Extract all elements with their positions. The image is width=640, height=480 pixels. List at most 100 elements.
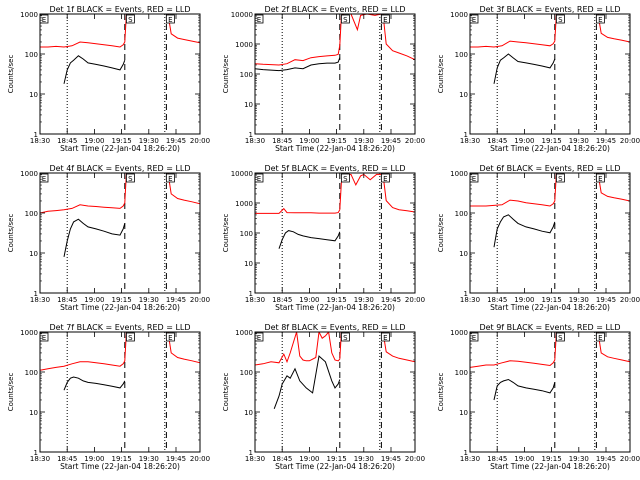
plot-frame: [469, 13, 631, 135]
x-tick-label: 18:30: [30, 455, 50, 463]
marker-box: [596, 14, 605, 24]
x-tick-label: 19:30: [569, 137, 589, 145]
x-tick-label: 20:00: [405, 137, 425, 145]
marker-label: E: [472, 16, 476, 24]
x-tick-label: 20:00: [620, 296, 640, 304]
x-tick-label: 20:00: [190, 137, 210, 145]
y-tick-label: 10: [244, 409, 253, 417]
chart-title: Det 7f BLACK = Events, RED = LLD: [49, 323, 190, 332]
x-tick-label: 19:30: [139, 296, 159, 304]
y-tick-label: 100: [240, 230, 253, 238]
y-tick-label: 1000: [235, 41, 253, 49]
y-tick-label: 100: [240, 369, 253, 377]
chart-title: Det 2f BLACK = Events, RED = LLD: [264, 5, 405, 14]
events-series-line: [63, 55, 126, 84]
marker-box: [340, 173, 350, 183]
lld-series-line: [255, 173, 415, 214]
x-tick-label: 18:45: [272, 455, 292, 463]
y-tick-label: 1: [464, 290, 468, 298]
marker-box: [165, 173, 175, 183]
marker-label: E: [257, 334, 261, 342]
marker-label: E: [383, 334, 387, 342]
marker-box: [596, 173, 605, 183]
x-axis-label: Start Time (22-Jan-04 18:26:20): [60, 462, 180, 471]
marker-label: S: [128, 16, 133, 24]
plot-frame: [39, 172, 201, 294]
lld-series-line: [40, 14, 200, 48]
plot-frame: [469, 331, 631, 453]
y-tick-label: 1: [464, 131, 468, 139]
y-tick-label: 100: [455, 51, 468, 59]
x-axis-label: Start Time (22-Jan-04 18:26:20): [490, 144, 610, 153]
marker-box: [556, 14, 565, 24]
plot-frame: [469, 172, 631, 294]
y-tick-label: 1: [249, 449, 253, 457]
lld-series-line: [470, 332, 630, 368]
y-axis-label: Counts/sec: [7, 373, 15, 412]
marker-label: E: [383, 175, 387, 183]
x-tick-label: 19:00: [299, 137, 319, 145]
x-tick-label: 18:45: [57, 296, 77, 304]
marker-box: [556, 332, 565, 342]
x-tick-label: 19:15: [112, 455, 132, 463]
x-axis-label: Start Time (22-Jan-04 18:26:20): [60, 144, 180, 153]
x-tick-label: 19:15: [112, 296, 132, 304]
marker-box: [596, 332, 605, 342]
events-series-line: [493, 53, 556, 84]
y-tick-label: 10: [29, 409, 38, 417]
x-tick-label: 18:30: [245, 137, 265, 145]
y-tick-label: 10000: [231, 11, 253, 19]
x-tick-label: 19:00: [299, 296, 319, 304]
x-axis-label: Start Time (22-Jan-04 18:26:20): [275, 303, 395, 312]
x-tick-label: 19:45: [166, 137, 186, 145]
y-tick-label: 10: [459, 250, 468, 258]
marker-label: E: [598, 334, 602, 342]
x-tick-label: 19:30: [354, 137, 374, 145]
lld-series-line: [255, 14, 415, 66]
marker-box: [126, 173, 135, 183]
x-tick-label: 19:00: [84, 296, 104, 304]
marker-label: E: [42, 175, 46, 183]
x-tick-label: 19:00: [514, 137, 534, 145]
x-tick-label: 18:30: [245, 455, 265, 463]
y-tick-label: 1000: [450, 329, 468, 337]
marker-box: [126, 332, 135, 342]
events-series-line: [493, 378, 556, 401]
marker-box: [380, 332, 390, 342]
x-tick-label: 19:30: [139, 137, 159, 145]
y-tick-label: 10: [29, 91, 38, 99]
marker-box: [126, 14, 135, 24]
events-series-line: [278, 230, 341, 249]
y-tick-label: 1: [34, 290, 38, 298]
y-axis-label: Counts/sec: [222, 373, 230, 412]
events-series-line: [63, 218, 126, 257]
events-series-line: [255, 57, 341, 72]
marker-box: [340, 14, 350, 24]
y-tick-label: 10000: [231, 170, 253, 178]
x-tick-label: 20:00: [190, 296, 210, 304]
events-series-line: [273, 355, 341, 409]
marker-label: E: [598, 175, 602, 183]
y-tick-label: 1000: [20, 11, 38, 19]
x-tick-label: 18:30: [30, 296, 50, 304]
y-axis-label: Counts/sec: [437, 373, 445, 412]
y-tick-label: 10: [244, 101, 253, 109]
x-tick-label: 18:30: [460, 296, 480, 304]
x-tick-label: 19:15: [542, 455, 562, 463]
y-tick-label: 1: [34, 449, 38, 457]
x-tick-label: 18:45: [57, 137, 77, 145]
x-tick-label: 19:45: [596, 455, 616, 463]
x-tick-label: 20:00: [405, 296, 425, 304]
x-tick-label: 19:15: [112, 137, 132, 145]
chart-title: Det 6f BLACK = Events, RED = LLD: [479, 164, 620, 173]
x-axis-label: Start Time (22-Jan-04 18:26:20): [490, 462, 610, 471]
plot-frame: [254, 331, 416, 453]
marker-label: S: [343, 334, 348, 342]
marker-label: E: [168, 175, 172, 183]
x-tick-label: 19:00: [514, 296, 534, 304]
chart-title: Det 8f BLACK = Events, RED = LLD: [264, 323, 405, 332]
